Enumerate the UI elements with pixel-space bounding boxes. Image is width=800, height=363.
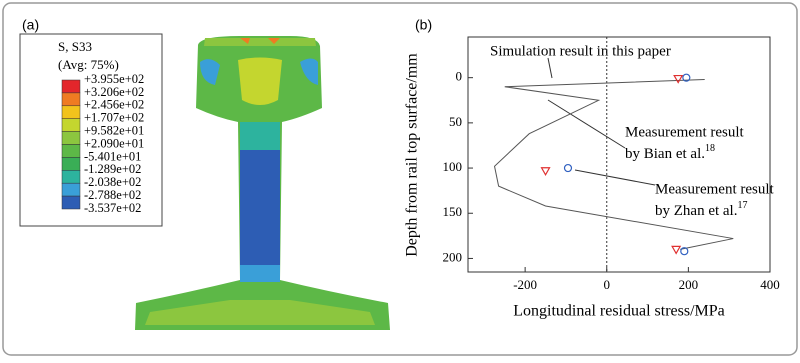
legend-label: -2.788e+02 — [84, 188, 141, 202]
contour-region — [240, 265, 280, 282]
legend-swatch — [62, 145, 80, 158]
annotation: by Bian et al.18 — [625, 143, 715, 162]
legend-label: +1.707e+02 — [84, 111, 144, 125]
page: (a) S, S33 (Avg: 75%) (b) Simulation res… — [0, 0, 800, 363]
annotation-sup: 18 — [705, 143, 715, 154]
legend-label: -1.289e+02 — [84, 162, 141, 176]
legend-title: S, S33 — [58, 39, 92, 54]
contour-region — [204, 38, 316, 46]
annotation: by Bian et al. — [625, 146, 705, 162]
x-tick-label: -200 — [513, 277, 537, 292]
figure: (a) S, S33 (Avg: 75%) (b) Simulation res… — [0, 0, 800, 358]
x-tick-label: 0 — [604, 277, 611, 292]
legend-swatch — [62, 132, 80, 145]
panel-label: (a) — [22, 17, 39, 33]
legend-subtitle: (Avg: 75%) — [58, 57, 119, 72]
legend-label: +2.090e+01 — [84, 136, 144, 150]
y-tick-label: 100 — [443, 159, 463, 174]
contour-region — [240, 122, 280, 150]
legend-label: -5.401e+01 — [84, 149, 141, 163]
legend-swatch — [62, 93, 80, 106]
annotation: Measurement result — [625, 124, 745, 140]
legend-label: +3.955e+02 — [84, 72, 144, 86]
contour-region — [238, 58, 282, 106]
legend-swatch — [62, 80, 80, 93]
annotation: Simulation result in this paper — [490, 43, 671, 59]
annotation: by Zhan et al.17 — [655, 200, 747, 219]
legend-swatch — [62, 183, 80, 196]
y-tick-label: 200 — [443, 249, 463, 264]
x-axis-title: Longitudinal residual stress/MPa — [513, 303, 725, 320]
contour-region — [240, 150, 280, 265]
annotation: by Zhan et al. — [655, 203, 737, 219]
legend-label: -2.038e+02 — [84, 175, 141, 189]
annotation: Measurement result — [655, 181, 775, 197]
legend-label: +2.456e+02 — [84, 98, 144, 112]
y-tick-label: 0 — [456, 69, 463, 84]
legend-swatch — [62, 170, 80, 183]
annotation-sup: 17 — [737, 200, 747, 211]
y-axis-title: Depth from rail top surface/mm — [404, 53, 421, 257]
legend-label: -3.537e+02 — [84, 201, 141, 215]
legend-label: +3.206e+02 — [84, 85, 144, 99]
y-tick-label: 150 — [443, 204, 463, 219]
y-tick-label: 50 — [449, 114, 462, 129]
legend-swatch — [62, 119, 80, 132]
legend-label: +9.582e+01 — [84, 123, 144, 137]
legend-swatch — [62, 196, 80, 209]
x-tick-label: 400 — [760, 277, 780, 292]
legend-swatch — [62, 157, 80, 170]
x-tick-label: 200 — [679, 277, 699, 292]
panel-label: (b) — [415, 17, 432, 33]
legend-swatch — [62, 106, 80, 119]
